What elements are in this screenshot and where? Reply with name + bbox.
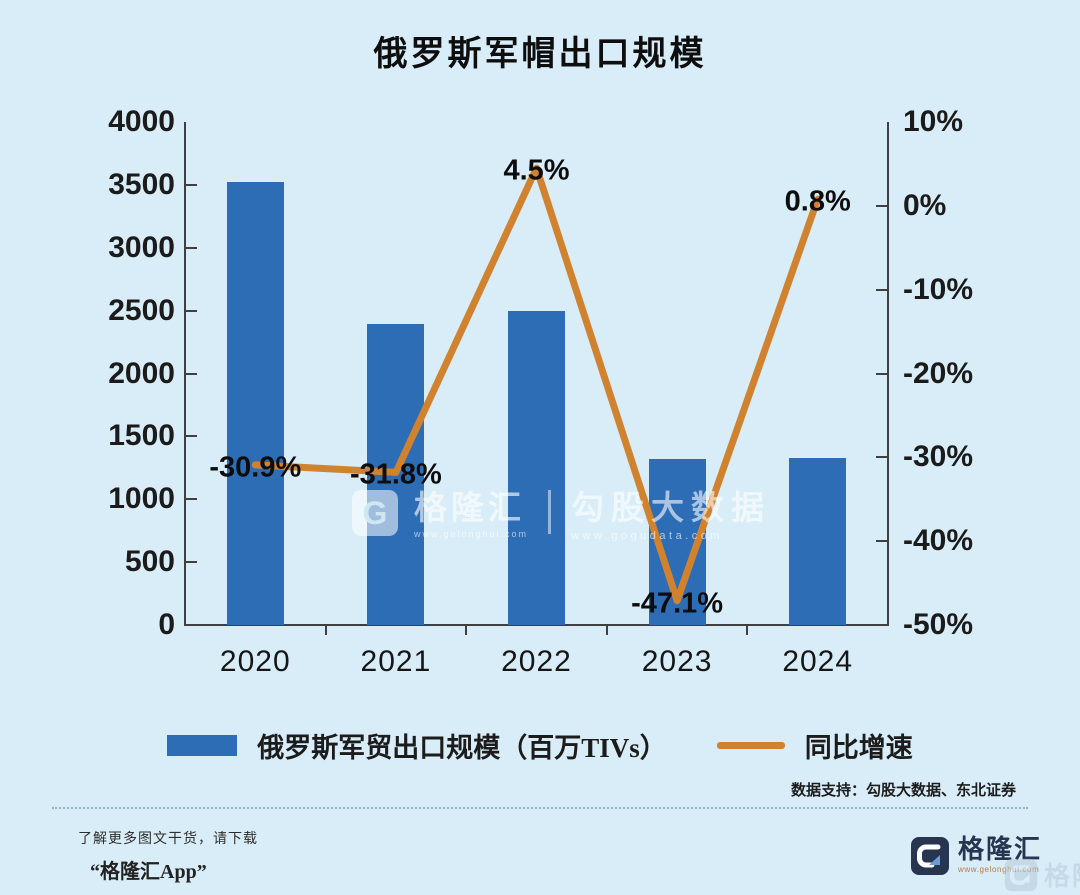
bar-2020	[226, 182, 284, 625]
line-point-label: -31.8%	[349, 458, 442, 491]
x-axis-category-label: 2022	[501, 645, 572, 678]
center-watermark: G 格隆汇 www.gelonghui.com 勾股大数据 www.goguda…	[352, 489, 772, 543]
growth-line	[251, 164, 822, 605]
bar-2022	[508, 310, 565, 625]
left-axis-tick	[185, 561, 197, 564]
right-axis-tick-label: 10%	[903, 105, 964, 138]
gelonghui-logo: 格隆汇 www.gelonghui.com	[910, 834, 1043, 876]
x-axis-tick	[605, 625, 608, 635]
left-axis-tick-label: 2500	[108, 293, 175, 327]
left-axis-tick	[185, 498, 197, 501]
promo-text: 了解更多图文干货，请下载	[78, 830, 258, 846]
left-axis-tick-label: 2000	[108, 356, 175, 390]
watermark-partner-url: www.gogudata.com	[571, 530, 724, 543]
left-axis-tick-label: 3000	[108, 230, 175, 264]
data-support-note: 数据支持：勾股大数据、东北证券	[790, 782, 1016, 799]
corner-watermark-icon	[1004, 858, 1038, 891]
right-axis-tick-label: -20%	[903, 356, 974, 390]
left-axis-tick	[185, 309, 197, 312]
legend-line-label: 同比增速	[804, 733, 913, 763]
chart-title: 俄罗斯军帽出口规模	[373, 35, 707, 73]
watermark-divider	[548, 490, 552, 534]
promo-block: 了解更多图文干货，请下载 “格隆汇App”	[78, 828, 258, 884]
promo-app-name: “格隆汇App”	[90, 861, 207, 883]
x-axis-category-label: 2021	[360, 645, 432, 678]
x-axis	[184, 624, 889, 626]
right-axis-tick	[876, 204, 888, 207]
logo-brand-text: 格隆汇	[958, 834, 1043, 864]
right-axis-tick-label: -30%	[903, 440, 974, 474]
legend-bar-swatch	[167, 735, 238, 756]
line-point-label: -30.9%	[209, 451, 302, 484]
corner-watermark: 格隆汇	[1004, 856, 1080, 893]
left-axis-tick-label: 3500	[108, 167, 175, 201]
legend-bar-label: 俄罗斯军贸出口规模（百万TIVs）	[257, 733, 667, 763]
x-axis-tick	[324, 625, 327, 635]
logo-brand-url: www.gelonghui.com	[958, 865, 1040, 875]
gelonghui-logo-icon: G	[352, 490, 398, 536]
growth-line-path	[251, 164, 822, 605]
left-axis-tick	[185, 435, 197, 438]
x-axis-tick	[465, 625, 468, 635]
right-axis-tick-label: -10%	[903, 272, 974, 306]
right-axis-tick	[876, 540, 888, 543]
left-axis-tick	[185, 246, 197, 249]
line-point-label: 4.5%	[503, 154, 570, 187]
footer-divider	[52, 807, 1028, 809]
left-axis-tick	[185, 372, 197, 375]
legend: 俄罗斯军贸出口规模（百万TIVs） 同比增速	[0, 726, 1080, 765]
watermark-brand-url: www.gelonghui.com	[414, 529, 529, 540]
left-axis-tick-label: 1000	[108, 482, 175, 516]
right-axis-tick-label: -50%	[903, 608, 974, 641]
x-axis-tick	[746, 625, 749, 635]
left-axis-tick-label: 4000	[108, 105, 175, 138]
watermark-partner-text: 勾股大数据	[571, 489, 772, 526]
bar-2024	[789, 457, 847, 625]
y-axis-right	[887, 122, 889, 625]
right-axis-tick	[876, 372, 888, 375]
right-axis-tick-label: 0%	[903, 188, 947, 222]
left-axis-tick	[185, 183, 197, 186]
right-axis-tick	[876, 456, 888, 459]
right-axis-tick	[876, 288, 888, 291]
left-axis-tick-label: 1500	[108, 419, 175, 453]
x-axis-category-label: 2020	[219, 645, 291, 678]
watermark-brand-text: 格隆汇	[414, 489, 525, 526]
legend-line-swatch	[716, 742, 785, 749]
left-axis-tick-label: 0	[158, 608, 175, 641]
line-point-label: -47.1%	[631, 587, 724, 620]
x-axis-category-label: 2023	[641, 645, 713, 678]
gelonghui-logo-icon	[911, 837, 949, 875]
left-axis-tick-label: 500	[124, 545, 175, 579]
line-point-label: 0.8%	[784, 185, 851, 218]
right-axis-tick-label: -40%	[903, 524, 974, 558]
corner-watermark-text: 格隆汇	[1044, 861, 1080, 891]
x-axis-category-label: 2024	[782, 645, 854, 678]
